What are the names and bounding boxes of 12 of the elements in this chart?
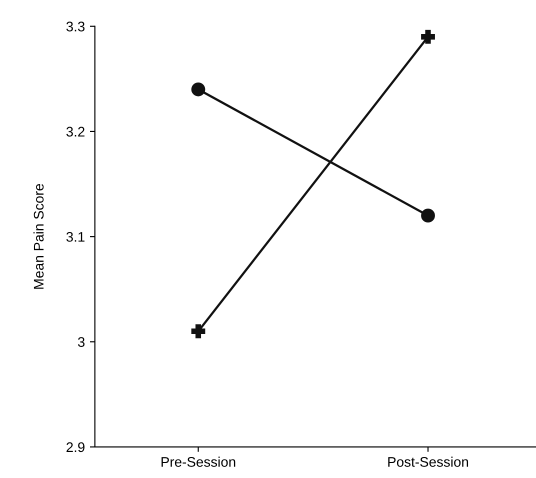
y-tick-label: 2.9 — [66, 442, 84, 452]
y-tick-label: 3 — [78, 337, 85, 347]
y-tick-label: 3.3 — [66, 22, 85, 32]
point — [191, 324, 206, 338]
point — [421, 208, 435, 223]
point — [421, 30, 435, 44]
y-axis-title: Mean Pain Score — [33, 184, 44, 289]
point — [191, 82, 206, 96]
y-tick-label: 3.1 — [66, 232, 84, 242]
x-tick-label: Pre-Session — [162, 456, 236, 467]
x-tick-label: Post-Session — [388, 456, 468, 467]
y-tick-label: 3.2 — [66, 126, 84, 137]
